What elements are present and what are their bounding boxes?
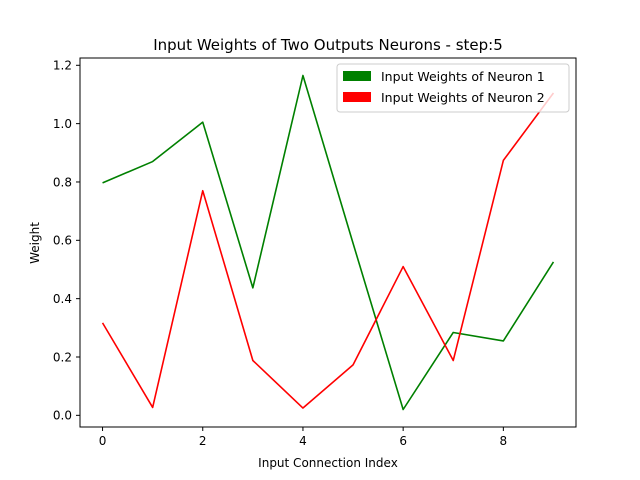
x-tick-label: 4 xyxy=(299,434,307,448)
y-tick-label: 0.4 xyxy=(53,292,72,306)
x-tick-label: 6 xyxy=(399,434,407,448)
legend-label-2: Input Weights of Neuron 2 xyxy=(381,90,545,105)
y-tick-label: 0.6 xyxy=(53,234,72,248)
y-tick-label: 1.2 xyxy=(53,59,72,73)
legend-swatch-2 xyxy=(343,92,371,102)
chart-title: Input Weights of Two Outputs Neurons - s… xyxy=(153,36,503,54)
axes-frame xyxy=(79,57,577,428)
x-tick-label: 8 xyxy=(500,434,508,448)
series-line-1 xyxy=(102,74,555,411)
y-tick-label: 0.2 xyxy=(53,350,72,364)
y-tick-label: 1.0 xyxy=(53,117,72,131)
y-tick-label: 0.8 xyxy=(53,175,72,189)
x-tick-label: 0 xyxy=(99,434,107,448)
y-axis-label: Weight xyxy=(28,222,42,264)
x-axis-label: Input Connection Index xyxy=(258,456,398,470)
legend-box xyxy=(336,63,570,113)
legend-swatch-1 xyxy=(343,71,371,81)
legend-label-1: Input Weights of Neuron 1 xyxy=(381,69,545,84)
x-tick-label: 2 xyxy=(199,434,207,448)
y-tick-label: 0.0 xyxy=(53,409,72,423)
plot-area: 0 2 4 6 8 0.0 0.2 0.4 0.6 0.8 1.0 1.2 Input Weights … xyxy=(53,57,577,448)
series-line-2 xyxy=(101,92,555,409)
